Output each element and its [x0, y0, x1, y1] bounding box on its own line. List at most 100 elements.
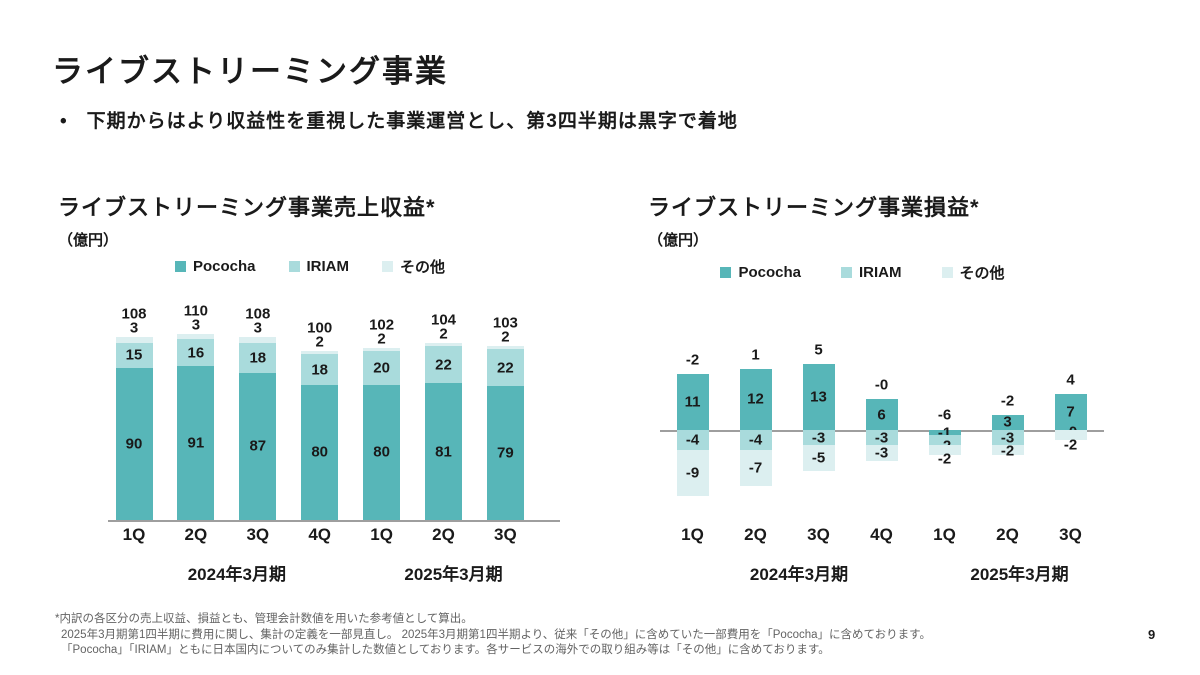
bar-value-label-iriam: 15	[125, 346, 143, 364]
bar-value-label-iriam: 20	[373, 359, 390, 377]
legend-label-other: その他	[959, 265, 1005, 282]
legend-swatch-other-icon	[941, 267, 953, 278]
bar-segment-pococha	[802, 363, 835, 430]
bar-segment-other	[802, 445, 835, 471]
bar-value-label-pococha: 90	[125, 435, 143, 453]
bar-segment-iriam	[363, 351, 401, 385]
bar-total-label: 108	[121, 305, 147, 323]
bar-total-label: 103	[492, 314, 518, 332]
bar-segment-iriam	[928, 435, 961, 446]
bar-segment-iriam	[802, 430, 835, 446]
bar-value-label-pococha: 80	[373, 443, 390, 461]
bar-segment-iriam	[301, 354, 339, 385]
legend-label-iriam: IRIAM	[859, 264, 902, 281]
bar-segment-other	[991, 445, 1024, 456]
legend-item-other: その他	[941, 262, 1005, 283]
bar-value-label-pococha: 12	[747, 390, 764, 408]
bar-value-label-other: 3	[129, 319, 139, 337]
x-axis-label-quarter: 1Q	[933, 525, 956, 544]
bar-value-label-pococha: 3	[1003, 413, 1012, 431]
bar-value-label-other: -2	[1063, 436, 1078, 454]
legend-label-iriam: IRIAM	[306, 258, 350, 275]
x-axis-label-quarter: 3Q	[1059, 525, 1082, 544]
bar-segment-iriam	[425, 345, 462, 384]
bar-segment-pococha	[301, 384, 339, 520]
bar-segment-iriam	[239, 342, 277, 373]
profit-chart-unit: （億円）	[648, 232, 709, 249]
bar-segment-iriam	[739, 430, 772, 451]
bar-value-label-other: -2	[937, 450, 952, 468]
bar-segment-iriam	[486, 349, 524, 387]
x-axis-label-quarter: 1Q	[681, 525, 704, 544]
bar-segment-pococha	[177, 366, 215, 520]
x-axis-label-quarter: 3Q	[807, 525, 830, 544]
bar-value-label-iriam: 16	[187, 344, 205, 362]
bar-segment-pococha	[425, 383, 462, 520]
bar-value-label-pococha: 81	[435, 443, 452, 461]
bar-segment-iriam	[177, 339, 215, 367]
bar-value-label-pococha: 7	[1066, 403, 1075, 421]
bar-segment-pococha	[115, 367, 153, 520]
bar-segment-pococha	[991, 414, 1024, 430]
bar-value-label-pococha: 6	[877, 406, 886, 424]
footnote-line-2: 2025年3月期第1四半期に費用に関し、集計の定義を一部見直し。 2025年3月…	[61, 628, 932, 641]
bar-segment-pococha	[486, 386, 524, 520]
revenue-chart-unit: （億円）	[58, 232, 119, 249]
x-axis-label-quarter: 2Q	[744, 525, 767, 544]
bar-value-label-iriam: -3	[811, 429, 826, 447]
profit-chart-legend: Pococha IRIAM その他	[660, 262, 1065, 283]
legend-label-other: その他	[400, 259, 446, 276]
x-axis-label-quarter: 4Q	[870, 525, 893, 544]
bar-value-label-other: -9	[685, 464, 700, 482]
bar-total-label: -0	[874, 376, 889, 394]
bar-value-label-other: -5	[811, 449, 826, 467]
bar-segment-pococha	[239, 372, 277, 520]
revenue-chart-legend: Pococha IRIAM その他	[100, 256, 520, 277]
bar-value-label-iriam: -4	[685, 431, 700, 449]
legend-swatch-iriam-icon	[288, 261, 300, 272]
bar-value-label-pococha: 13	[810, 388, 827, 406]
bar-segment-other	[676, 450, 709, 497]
bar-total-label: 102	[369, 316, 395, 334]
bar-value-label-pococha: 91	[187, 434, 205, 452]
bar-value-label-iriam: 18	[311, 361, 329, 379]
bar-segment-iriam	[865, 430, 898, 446]
revenue-chart-header: ライブストリーミング事業売上収益* （億円）	[58, 190, 436, 250]
bar-segment-pococha	[363, 384, 401, 520]
legend-item-pococha: Pococha	[720, 264, 801, 281]
x-axis-label-fiscal-year: 2025年3月期	[970, 565, 1069, 584]
bar-segment-pococha	[1054, 394, 1087, 430]
bar-segment-other	[928, 445, 961, 456]
bar-total-label: -2	[685, 351, 700, 369]
bar-total-label: -6	[937, 406, 952, 424]
x-axis-label-quarter: 2Q	[996, 525, 1019, 544]
profit-chart-header: ライブストリーミング事業損益* （億円）	[648, 190, 980, 250]
legend-swatch-other-icon	[382, 261, 393, 272]
legend-item-iriam: IRIAM	[841, 264, 902, 281]
legend-label-pococha: Pococha	[738, 264, 801, 281]
x-axis-label-quarter: 2Q	[184, 525, 208, 544]
bar-value-label-other: -2	[1000, 442, 1015, 460]
bar-segment-other	[865, 445, 898, 461]
revenue-chart-title: ライブストリーミング事業売上収益*	[58, 195, 436, 220]
bar-value-label-other: -7	[748, 459, 763, 477]
legend-item-iriam: IRIAM	[288, 258, 350, 275]
bullet-icon: •	[60, 111, 67, 132]
x-axis-label-fiscal-year: 2024年3月期	[749, 565, 849, 584]
bar-total-label: 1	[751, 346, 760, 364]
bar-segment-pococha	[739, 368, 772, 430]
legend-swatch-pococha-icon	[720, 267, 732, 278]
bar-value-label-other: 3	[191, 316, 201, 334]
bar-segment-other	[177, 334, 215, 340]
bullet-row: • 下期からはより収益性を重視した事業運営とし、第3四半期は黒字で着地	[60, 110, 738, 134]
bar-segment-pococha	[865, 399, 898, 430]
bar-total-label: 100	[307, 319, 333, 337]
x-axis-label-quarter: 2Q	[432, 525, 455, 544]
bar-total-label: 108	[245, 305, 271, 323]
bar-total-label: 104	[430, 311, 457, 329]
legend-swatch-pococha-icon	[174, 261, 186, 272]
page-title: ライブストリーミング事業	[52, 54, 448, 89]
bar-segment-iriam	[115, 342, 153, 368]
bar-value-label-other: 2	[439, 325, 448, 343]
